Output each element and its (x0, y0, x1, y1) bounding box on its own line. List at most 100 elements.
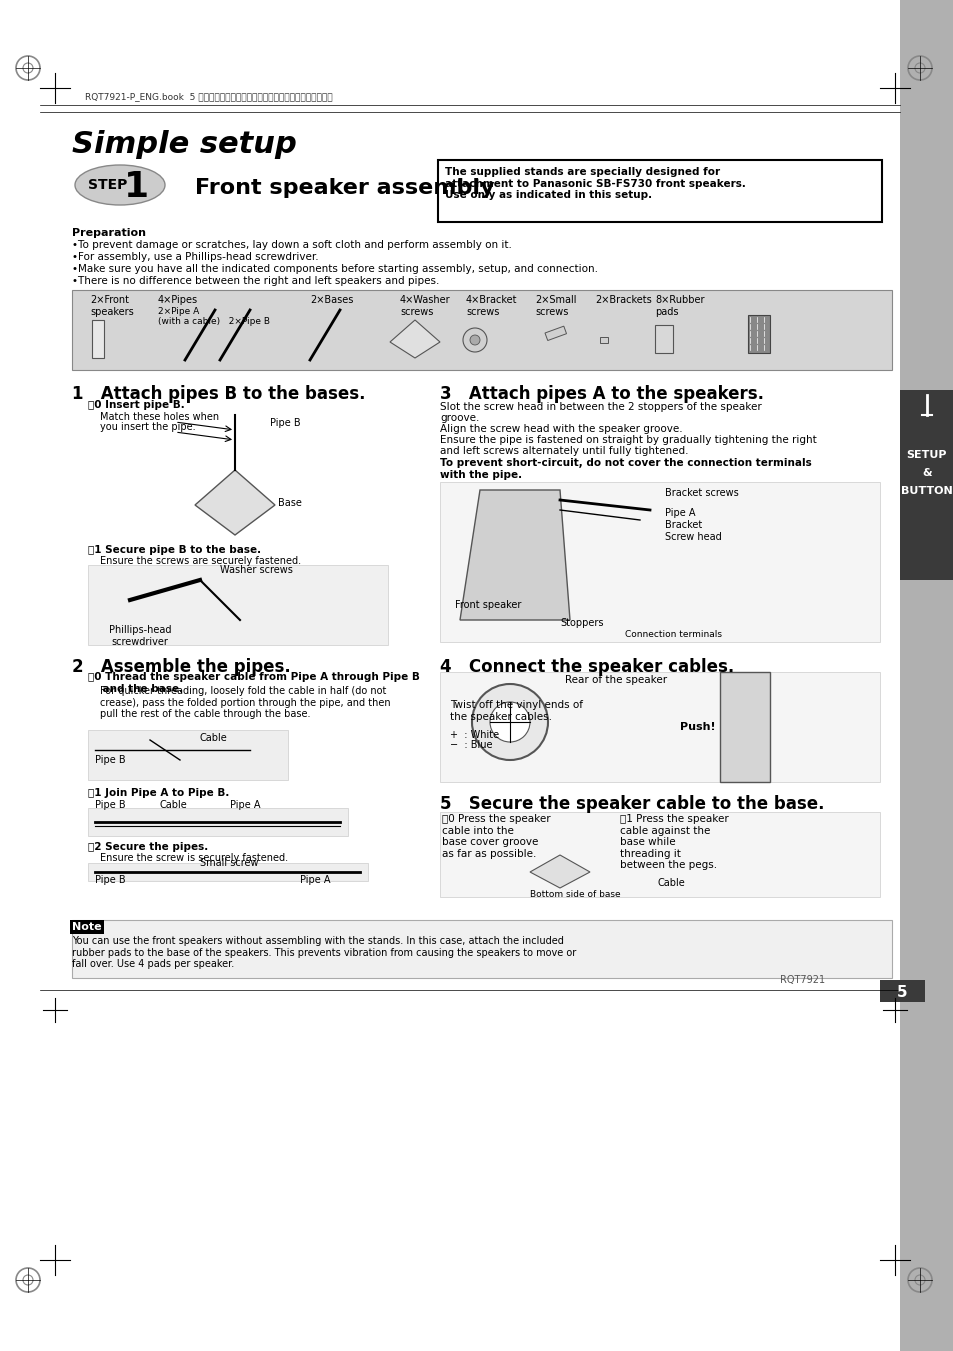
Text: To prevent short-circuit, do not cover the connection terminals
with the pipe.: To prevent short-circuit, do not cover t… (439, 458, 811, 480)
Text: Preparation: Preparation (71, 228, 146, 238)
Text: ⑀1 Press the speaker
cable against the
base while
threading it
between the pegs.: ⑀1 Press the speaker cable against the b… (619, 815, 728, 870)
Text: Pipe A: Pipe A (299, 875, 330, 885)
Bar (91, 320, 104, 358)
Bar (599, 336, 607, 343)
Polygon shape (530, 855, 589, 888)
Bar (899, 0, 953, 1351)
Text: Ensure the screws are securely fastened.: Ensure the screws are securely fastened. (100, 557, 301, 566)
Text: 1: 1 (124, 170, 149, 204)
Text: ⑀1 Join Pipe A to Pipe B.: ⑀1 Join Pipe A to Pipe B. (88, 788, 229, 798)
Text: •There is no difference between the right and left speakers and pipes.: •There is no difference between the righ… (71, 276, 439, 286)
Polygon shape (390, 320, 439, 358)
Bar (88, 730, 288, 780)
Polygon shape (459, 490, 569, 620)
Text: Pipe B: Pipe B (95, 800, 126, 811)
Text: Phillips-head
screwdriver: Phillips-head screwdriver (109, 626, 172, 647)
Text: 4×Bracket
screws: 4×Bracket screws (465, 295, 517, 316)
Text: Pipe A: Pipe A (664, 508, 695, 517)
Text: ⑀0 Thread the speaker cable from Pipe A through Pipe B
    and the base.: ⑀0 Thread the speaker cable from Pipe A … (88, 671, 419, 693)
Bar (655, 326, 672, 353)
Text: 2×Brackets: 2×Brackets (595, 295, 651, 305)
Text: and left screws alternately until fully tightened.: and left screws alternately until fully … (439, 446, 688, 457)
Text: Pipe B: Pipe B (95, 875, 126, 885)
Text: •To prevent damage or scratches, lay down a soft cloth and perform assembly on i: •To prevent damage or scratches, lay dow… (71, 240, 512, 250)
Text: For quicker threading, loosely fold the cable in half (do not
crease), pass the : For quicker threading, loosely fold the … (100, 686, 390, 719)
Text: RQT7921-P_ENG.book  5 ページ　２００５年２月４日　金曜日　午後４晎５８分: RQT7921-P_ENG.book 5 ページ ２００５年２月４日 金曜日 午… (85, 92, 333, 101)
Text: Bracket screws: Bracket screws (664, 488, 738, 499)
Text: 2×Small
screws: 2×Small screws (535, 295, 576, 316)
Text: 2×Front
speakers: 2×Front speakers (90, 295, 133, 316)
Text: STEP: STEP (88, 178, 128, 192)
Text: groove.: groove. (439, 413, 478, 423)
Text: ⑀2 Secure the pipes.: ⑀2 Secure the pipes. (88, 842, 208, 852)
Bar (439, 482, 879, 642)
Text: 1   Attach pipes B to the bases.: 1 Attach pipes B to the bases. (71, 385, 365, 403)
Text: •Make sure you have all the indicated components before starting assembly, setup: •Make sure you have all the indicated co… (71, 263, 598, 274)
Text: Connection terminals: Connection terminals (624, 630, 721, 639)
Text: Cable: Cable (160, 800, 188, 811)
Text: Simple setup: Simple setup (71, 130, 296, 159)
Bar (879, 979, 924, 1002)
Text: Screw head: Screw head (664, 532, 721, 542)
Text: ⑀0 Press the speaker
cable into the
base cover groove
as far as possible.: ⑀0 Press the speaker cable into the base… (441, 815, 550, 859)
Text: You can use the front speakers without assembling with the stands. In this case,: You can use the front speakers without a… (71, 936, 576, 969)
Circle shape (472, 684, 547, 761)
Text: Slot the screw head in between the 2 stoppers of the speaker: Slot the screw head in between the 2 sto… (439, 403, 760, 412)
Text: 2×Pipe A
(with a cable)   2×Pipe B: 2×Pipe A (with a cable) 2×Pipe B (158, 307, 270, 327)
Text: 4×Pipes: 4×Pipes (158, 295, 198, 305)
Bar (439, 812, 879, 897)
Text: Washer screws: Washer screws (220, 565, 293, 576)
Text: you insert the pipe.: you insert the pipe. (100, 422, 195, 432)
Text: 4   Connect the speaker cables.: 4 Connect the speaker cables. (439, 658, 734, 676)
Bar (747, 315, 769, 353)
Text: •For assembly, use a Phillips-head screwdriver.: •For assembly, use a Phillips-head screw… (71, 253, 318, 262)
Text: Pipe B: Pipe B (95, 755, 126, 765)
Circle shape (462, 328, 486, 353)
Text: Rear of the speaker: Rear of the speaker (564, 676, 666, 685)
Text: 5: 5 (896, 985, 906, 1000)
Text: Pipe A: Pipe A (230, 800, 260, 811)
Text: 5   Secure the speaker cable to the base.: 5 Secure the speaker cable to the base. (439, 794, 823, 813)
Text: Ensure the pipe is fastened on straight by gradually tightening the right: Ensure the pipe is fastened on straight … (439, 435, 816, 444)
Text: Small screw: Small screw (200, 858, 258, 867)
Text: −  : Blue: − : Blue (450, 740, 492, 750)
Text: RQT7921: RQT7921 (780, 975, 824, 985)
Bar (720, 671, 769, 782)
Text: BUTTON: BUTTON (901, 486, 952, 496)
Text: Base: Base (277, 499, 301, 508)
Text: Bottom side of base: Bottom side of base (530, 890, 620, 898)
Bar (88, 565, 388, 644)
Text: Cable: Cable (200, 734, 228, 743)
Text: Twist off the vinyl ends of
the speaker cables.: Twist off the vinyl ends of the speaker … (450, 700, 582, 721)
Text: The supplied stands are specially designed for
attachment to Panasonic SB-FS730 : The supplied stands are specially design… (444, 168, 745, 200)
FancyBboxPatch shape (437, 159, 882, 222)
Text: SETUP: SETUP (905, 450, 946, 459)
Text: Note: Note (71, 921, 102, 932)
Bar (439, 671, 879, 782)
Polygon shape (194, 470, 274, 535)
Text: +  : White: + : White (450, 730, 498, 740)
Text: 8×Rubber
pads: 8×Rubber pads (655, 295, 703, 316)
Text: 4×Washer
screws: 4×Washer screws (399, 295, 450, 316)
Text: ⑀0 Insert pipe B.: ⑀0 Insert pipe B. (88, 400, 185, 409)
Bar (88, 863, 368, 881)
Text: Bracket: Bracket (664, 520, 701, 530)
Text: 3   Attach pipes A to the speakers.: 3 Attach pipes A to the speakers. (439, 385, 763, 403)
Text: Front speaker assembly: Front speaker assembly (194, 178, 494, 199)
Text: Ensure the screw is securely fastened.: Ensure the screw is securely fastened. (100, 852, 288, 863)
Text: Match these holes when: Match these holes when (100, 412, 219, 422)
Text: Cable: Cable (658, 878, 685, 888)
Text: Stoppers: Stoppers (559, 617, 603, 628)
Circle shape (490, 703, 530, 742)
Bar (71, 290, 891, 370)
Text: 2   Assemble the pipes.: 2 Assemble the pipes. (71, 658, 291, 676)
Bar (544, 326, 566, 340)
Bar (71, 920, 891, 978)
Text: ⑀1 Secure pipe B to the base.: ⑀1 Secure pipe B to the base. (88, 544, 261, 555)
Text: 2×Bases: 2×Bases (310, 295, 353, 305)
Text: Push!: Push! (679, 721, 715, 732)
Text: Pipe B: Pipe B (270, 417, 300, 428)
Bar (88, 808, 348, 836)
Text: Align the screw head with the speaker groove.: Align the screw head with the speaker gr… (439, 424, 682, 434)
Ellipse shape (75, 165, 165, 205)
